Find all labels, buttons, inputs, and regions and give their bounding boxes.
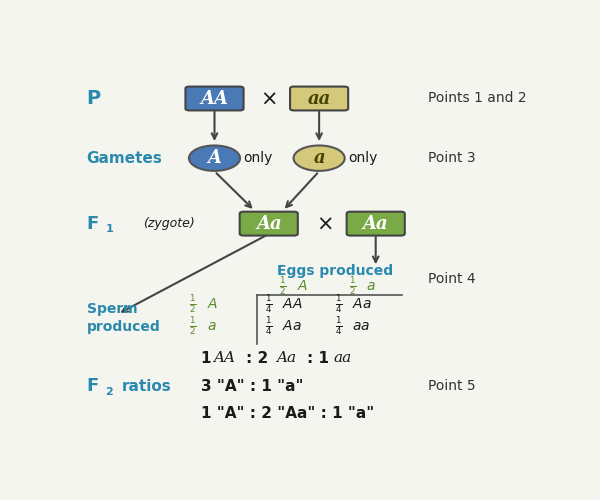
Text: Point 5: Point 5 (428, 380, 475, 394)
Text: AA: AA (213, 352, 235, 366)
Text: $\frac{1}{4}$: $\frac{1}{4}$ (265, 294, 272, 316)
Text: $Aa$: $Aa$ (282, 320, 302, 334)
FancyBboxPatch shape (347, 212, 405, 236)
Text: $\frac{1}{4}$: $\frac{1}{4}$ (335, 316, 342, 338)
Text: Aa: Aa (363, 214, 389, 232)
Text: aa: aa (308, 90, 331, 108)
Text: : 2: : 2 (245, 351, 273, 366)
Text: $\frac{1}{4}$: $\frac{1}{4}$ (265, 316, 272, 338)
Text: (zygote): (zygote) (143, 217, 195, 230)
FancyBboxPatch shape (185, 86, 244, 110)
Text: $\frac{1}{4}$: $\frac{1}{4}$ (335, 294, 342, 316)
Text: 1 "A" : 2 "Aa" : 1 "a": 1 "A" : 2 "Aa" : 1 "a" (200, 406, 374, 421)
FancyBboxPatch shape (290, 86, 348, 110)
Text: F: F (86, 214, 99, 232)
Text: $\frac{1}{2}$: $\frac{1}{2}$ (349, 276, 356, 297)
Text: a: a (313, 149, 325, 167)
Text: $\frac{1}{2}$: $\frac{1}{2}$ (279, 276, 286, 297)
Text: A: A (208, 149, 221, 167)
Text: : 1: : 1 (307, 351, 334, 366)
Text: ratios: ratios (121, 379, 171, 394)
Text: $a$: $a$ (207, 320, 217, 334)
Circle shape (293, 146, 344, 171)
Text: $A$: $A$ (207, 298, 218, 312)
Text: $aa$: $aa$ (352, 320, 370, 334)
Text: $a$: $a$ (367, 280, 376, 293)
Text: 1: 1 (105, 224, 113, 234)
Text: Aa: Aa (277, 352, 296, 366)
FancyBboxPatch shape (239, 212, 298, 236)
Text: Sperm
produced: Sperm produced (86, 302, 160, 334)
Text: $\frac{1}{2}$: $\frac{1}{2}$ (189, 294, 197, 316)
Text: $\frac{1}{2}$: $\frac{1}{2}$ (189, 316, 197, 338)
Text: Aa: Aa (256, 214, 281, 232)
Text: Point 3: Point 3 (428, 151, 475, 165)
Text: Gametes: Gametes (86, 150, 163, 166)
Text: 3 "A" : 1 "a": 3 "A" : 1 "a" (200, 379, 303, 394)
Text: 2: 2 (105, 387, 113, 397)
Text: Eggs produced: Eggs produced (277, 264, 392, 278)
Text: $A$: $A$ (296, 280, 308, 293)
Text: F: F (86, 378, 99, 396)
Circle shape (189, 146, 240, 171)
Text: only: only (349, 151, 378, 165)
Text: AA: AA (200, 90, 229, 108)
Text: only: only (243, 151, 272, 165)
Text: $Aa$: $Aa$ (352, 298, 371, 312)
Text: aa: aa (334, 352, 352, 366)
Text: 1: 1 (200, 351, 217, 366)
Text: $\times$: $\times$ (260, 88, 277, 108)
Text: $AA$: $AA$ (282, 298, 302, 312)
Text: Points 1 and 2: Points 1 and 2 (428, 92, 526, 106)
Text: P: P (86, 89, 101, 108)
Text: Point 4: Point 4 (428, 272, 475, 286)
Text: $\times$: $\times$ (316, 214, 333, 234)
